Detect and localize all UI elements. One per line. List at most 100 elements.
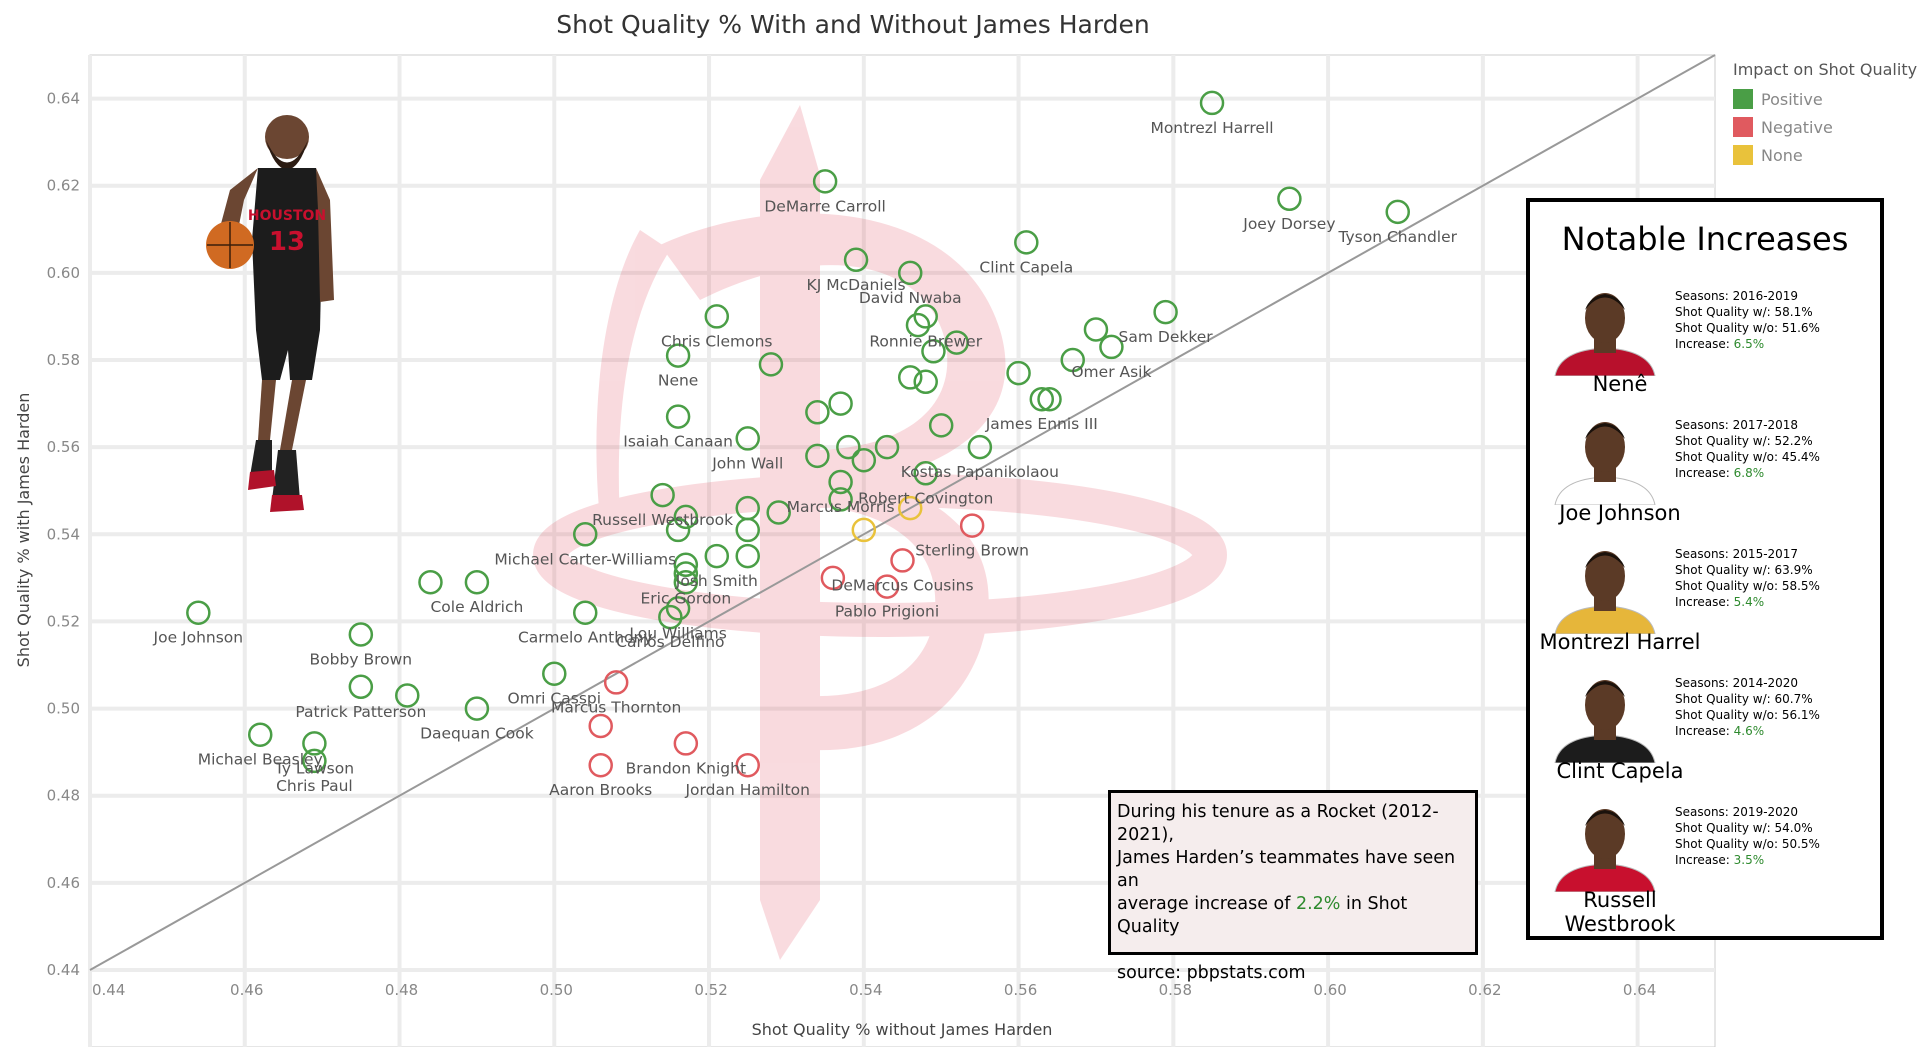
- data-point-demarcus-cousins[interactable]: [890, 548, 915, 573]
- x-tick-label: 0.54: [849, 981, 882, 999]
- y-tick-label: 0.56: [47, 438, 80, 456]
- data-point-unlabeled[interactable]: [905, 312, 931, 338]
- player-name: Joe Johnson: [1559, 501, 1681, 525]
- data-point-unlabeled[interactable]: [1006, 360, 1031, 386]
- y-tick-label: 0.48: [47, 787, 80, 805]
- player-seasons: Seasons: 2015-2017: [1675, 547, 1799, 561]
- data-point-sterling-brown[interactable]: [959, 513, 985, 538]
- data-point-david-nwaba[interactable]: [897, 260, 923, 286]
- data-point-john-wall[interactable]: [735, 426, 760, 451]
- data-point-marcus-thornton[interactable]: [603, 670, 629, 695]
- data-point-unlabeled[interactable]: [735, 517, 760, 543]
- notable-title: Notable Increases: [1561, 220, 1849, 258]
- data-point-eric-gordon[interactable]: [673, 561, 699, 586]
- data-point-unlabeled[interactable]: [588, 713, 613, 739]
- data-point-unlabeled[interactable]: [921, 339, 946, 364]
- data-label-marcus-thornton: Marcus Thornton: [551, 698, 681, 716]
- data-point-isaiah-canaan[interactable]: [665, 404, 691, 429]
- data-point-unlabeled[interactable]: [851, 517, 877, 543]
- data-point-bobby-brown[interactable]: [348, 622, 374, 647]
- data-point-omri-casspi[interactable]: [542, 661, 567, 686]
- data-point-sam-dekker[interactable]: [1153, 299, 1178, 325]
- data-point-chris-paul[interactable]: [302, 748, 327, 774]
- data-point-unlabeled[interactable]: [665, 517, 691, 543]
- data-label-brandon-knight: Brandon Knight: [626, 759, 746, 777]
- data-point-unlabeled[interactable]: [418, 569, 443, 595]
- data-point-unlabeled[interactable]: [1083, 317, 1109, 342]
- data-point-michael-beasley[interactable]: [247, 722, 273, 747]
- data-point-chris-clemons[interactable]: [704, 304, 730, 329]
- note-line-3-pre: average increase of: [1117, 894, 1296, 914]
- data-point-unlabeled[interactable]: [897, 365, 923, 390]
- data-label-eric-gordon: Eric Gordon: [640, 590, 731, 608]
- y-tick-label: 0.50: [47, 700, 80, 718]
- data-label-montrezl-harrell: Montrezl Harrell: [1150, 119, 1273, 137]
- data-point-jordan-hamilton[interactable]: [735, 752, 760, 778]
- data-point-montrezl-harrell[interactable]: [1199, 90, 1225, 116]
- data-point-james-ennis-iii[interactable]: [1029, 386, 1055, 412]
- data-point-marcus-morris[interactable]: [828, 469, 853, 495]
- data-point-unlabeled[interactable]: [673, 552, 699, 578]
- data-point-unlabeled[interactable]: [1060, 347, 1085, 373]
- data-point-patrick-patterson[interactable]: [348, 674, 374, 700]
- data-point-nene[interactable]: [665, 343, 691, 368]
- jersey-number: 13: [269, 227, 305, 257]
- x-tick-label: 0.46: [230, 981, 263, 999]
- data-point-daequan-cook[interactable]: [464, 696, 490, 721]
- data-point-unlabeled[interactable]: [395, 683, 420, 708]
- data-point-unlabeled[interactable]: [851, 447, 877, 473]
- data-point-pablo-prigioni[interactable]: [874, 574, 900, 599]
- data-point-unlabeled[interactable]: [766, 500, 791, 525]
- data-point-omer-asik[interactable]: [1099, 334, 1124, 360]
- data-point-unlabeled[interactable]: [820, 565, 846, 591]
- data-point-unlabeled[interactable]: [836, 434, 861, 460]
- data-point-unlabeled[interactable]: [673, 504, 699, 530]
- player-shot-quality-with: Shot Quality w/: 52.2%: [1675, 434, 1813, 448]
- x-tick-label: 0.60: [1313, 981, 1346, 999]
- data-point-robert-covington[interactable]: [913, 461, 938, 486]
- y-axis-title: Shot Quality % with James Harden: [14, 393, 33, 668]
- data-point-russell-westbrook[interactable]: [650, 482, 675, 508]
- data-point-unlabeled[interactable]: [735, 543, 760, 569]
- data-point-unlabeled[interactable]: [805, 400, 830, 425]
- data-point-unlabeled[interactable]: [897, 495, 923, 521]
- data-point-tyson-chandler[interactable]: [1385, 199, 1410, 225]
- data-point-josh-smith[interactable]: [704, 543, 730, 569]
- data-point-demarre-carroll[interactable]: [812, 169, 838, 194]
- data-point-unlabeled[interactable]: [673, 569, 699, 595]
- player-stats: Seasons: 2017-2018 Shot Quality w/: 52.2%…: [1675, 417, 1820, 481]
- data-point-aaron-brooks[interactable]: [588, 752, 613, 778]
- data-point-unlabeled[interactable]: [758, 352, 784, 377]
- data-point-clint-capela[interactable]: [1014, 230, 1039, 255]
- data-point-unlabeled[interactable]: [805, 443, 830, 469]
- data-point-brandon-knight[interactable]: [673, 731, 699, 756]
- legend-label-positive: Positive: [1761, 89, 1823, 109]
- data-point-unlabeled[interactable]: [944, 330, 969, 355]
- y-tick-label: 0.64: [47, 90, 80, 108]
- data-label-nene: Nene: [658, 372, 699, 390]
- data-point-cole-aldrich[interactable]: [464, 569, 490, 595]
- data-point-unlabeled[interactable]: [913, 369, 938, 395]
- data-point-unlabeled[interactable]: [828, 487, 853, 512]
- data-label-daequan-cook: Daequan Cook: [420, 725, 534, 743]
- legend-swatch-positive: [1733, 89, 1753, 109]
- legend-item-none[interactable]: None: [1733, 141, 1917, 169]
- data-point-michael-carter-williams[interactable]: [572, 522, 598, 547]
- data-point-ronnie-brewer[interactable]: [913, 304, 938, 329]
- x-tick-label: 0.44: [92, 981, 125, 999]
- data-point-joe-johnson[interactable]: [186, 600, 211, 625]
- data-point-lou-williams[interactable]: [665, 596, 691, 621]
- legend-item-negative[interactable]: Negative: [1733, 113, 1917, 141]
- data-point-unlabeled[interactable]: [1037, 386, 1062, 412]
- data-point-kostas-papanikolaou[interactable]: [967, 434, 993, 460]
- legend-item-positive[interactable]: Positive: [1733, 85, 1917, 113]
- data-point-carmelo-anthony[interactable]: [572, 600, 598, 625]
- data-point-ty-lawson[interactable]: [302, 731, 327, 756]
- data-point-joey-dorsey[interactable]: [1277, 186, 1302, 212]
- data-points: [186, 90, 1410, 778]
- data-point-unlabeled[interactable]: [928, 413, 954, 438]
- data-point-carlos-delfino[interactable]: [658, 604, 683, 630]
- data-point-unlabeled[interactable]: [874, 434, 900, 460]
- data-point-kj-mcdaniels[interactable]: [843, 247, 869, 273]
- data-point-unlabeled[interactable]: [828, 391, 853, 416]
